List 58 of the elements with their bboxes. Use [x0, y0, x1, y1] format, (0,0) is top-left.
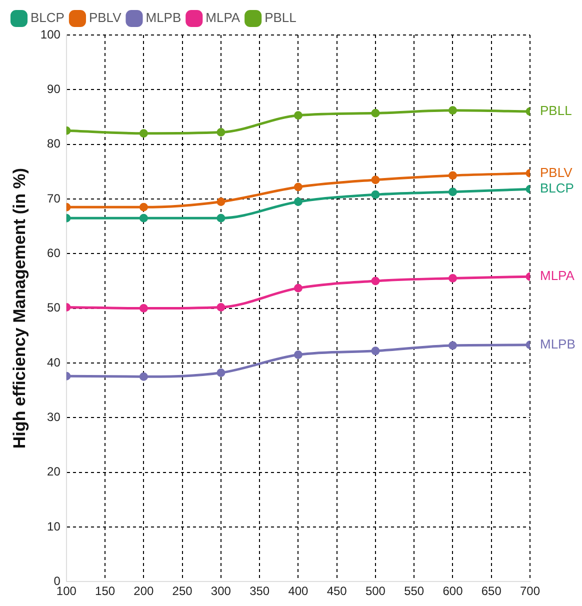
x-tick-label: 700: [520, 584, 540, 598]
text: MLPB: [540, 336, 576, 352]
y-tick-label: 40: [47, 355, 61, 370]
x-tick-label: 350: [250, 584, 270, 598]
y-axis-title: High efficiency Management (in %): [10, 168, 29, 449]
text: PBLL: [540, 103, 572, 118]
point: [216, 368, 226, 378]
x-tick-label: 450: [326, 584, 348, 598]
legend-label: MLPA: [206, 10, 240, 26]
text: BLCP: [540, 180, 574, 196]
point: [371, 276, 380, 286]
y-tick-label: 10: [47, 519, 61, 534]
legend-label: MLPB: [146, 10, 182, 26]
point: [294, 284, 302, 292]
y-tick-label: 80: [47, 136, 61, 151]
y-tick-label: 90: [47, 82, 61, 96]
point: [371, 176, 380, 184]
x-tick-label: 200: [134, 584, 154, 598]
y-tick-label: 50: [47, 300, 61, 315]
point: [139, 304, 148, 313]
point: [371, 108, 380, 118]
x-tick-label: 500: [365, 584, 386, 598]
point: [216, 128, 226, 137]
x-tick-label: 400: [288, 584, 309, 598]
point: [294, 197, 302, 206]
point: [216, 214, 226, 222]
point: [448, 274, 457, 282]
y-tick-label: 60: [47, 246, 61, 260]
point: [139, 202, 148, 212]
x-tick-label: 550: [404, 584, 424, 598]
point: [448, 171, 457, 180]
point: [139, 214, 148, 222]
point: [139, 129, 148, 138]
y-tick-label: 30: [47, 410, 61, 424]
point: [294, 182, 302, 192]
y-tick-label: 20: [47, 464, 61, 479]
text: PBLV: [540, 164, 572, 180]
point: [371, 346, 380, 356]
text: MLPA: [540, 268, 574, 284]
legend-label: PBLL: [264, 10, 296, 26]
point: [448, 188, 457, 196]
point: [294, 111, 302, 120]
x-tick-label: 300: [210, 584, 232, 598]
x-tick-label: 150: [95, 584, 116, 598]
point: [294, 350, 302, 360]
x-tick-label: 600: [442, 584, 464, 598]
x-tick-label: 650: [481, 584, 502, 598]
y-tick-label: 100: [40, 27, 61, 42]
point: [448, 106, 457, 115]
y-tick-label: 70: [47, 191, 61, 206]
legend-label: BLCP: [30, 10, 64, 26]
point: [216, 197, 226, 206]
point: [216, 302, 226, 312]
point: [448, 341, 457, 350]
point: [139, 372, 148, 381]
x-tick-label: 250: [172, 584, 193, 598]
point: [371, 190, 380, 199]
legend-label: PBLV: [88, 10, 122, 26]
